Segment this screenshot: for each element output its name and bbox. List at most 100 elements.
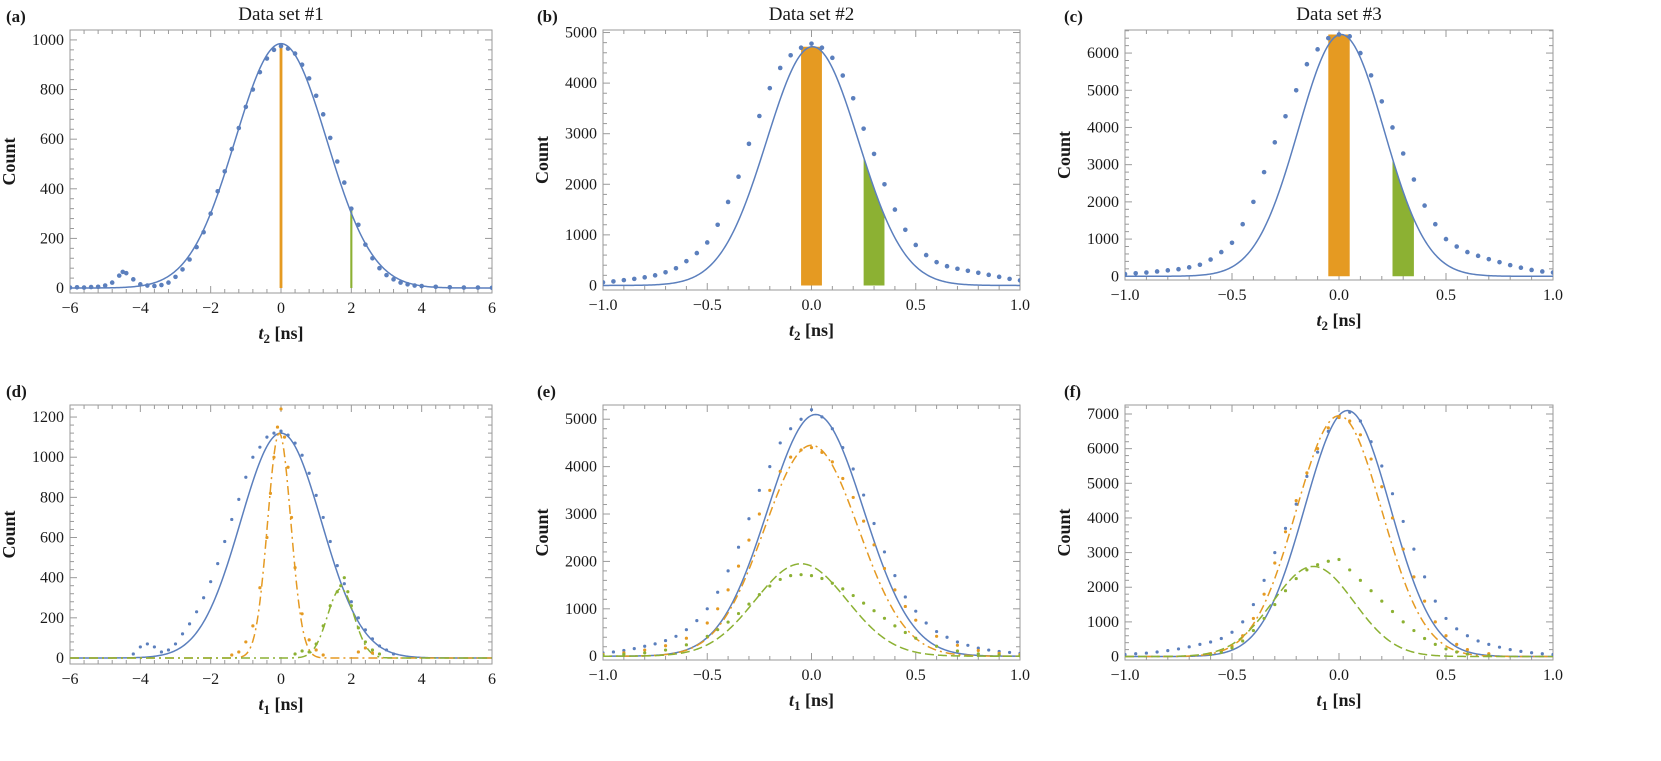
data-point-blue xyxy=(1166,649,1170,653)
data-point-blue xyxy=(412,283,417,288)
x-tick-label: 4 xyxy=(418,300,426,317)
panel-label: (c) xyxy=(1064,7,1083,26)
data-point-blue xyxy=(95,284,101,290)
data-point-blue xyxy=(1219,249,1224,255)
data-point-orange xyxy=(1358,433,1362,437)
data-point-green xyxy=(342,576,346,580)
data-point-blue xyxy=(237,497,241,501)
data-point-blue xyxy=(1251,199,1256,205)
data-point-blue xyxy=(1176,647,1181,651)
data-point-orange xyxy=(1465,648,1469,652)
data-point-orange xyxy=(293,566,297,570)
data-point-blue xyxy=(391,277,396,282)
data-point-blue xyxy=(307,471,311,475)
panel-label: (b) xyxy=(537,7,558,26)
data-point-orange xyxy=(747,538,751,542)
plot-area xyxy=(603,408,1020,658)
data-point-blue xyxy=(684,628,689,632)
data-point-blue xyxy=(349,206,354,211)
y-tick-label: 5000 xyxy=(565,25,597,42)
data-point-blue xyxy=(1412,547,1416,551)
fit-curve-orange xyxy=(603,444,1020,657)
x-axis-subscript: 2 xyxy=(794,328,801,343)
data-point-green xyxy=(346,590,350,594)
data-point-green xyxy=(1465,652,1469,656)
x-axis-label: t1 [ns] xyxy=(789,690,834,713)
data-point-blue xyxy=(924,621,928,625)
data-point-blue xyxy=(384,648,389,652)
data-point-blue xyxy=(1230,630,1234,634)
data-point-blue xyxy=(777,65,783,71)
y-tick-label: 600 xyxy=(40,530,64,547)
data-point-orange xyxy=(935,634,939,638)
data-point-blue xyxy=(1422,203,1427,208)
data-point-blue xyxy=(851,467,855,471)
panel-a: (a) Data set #1−6 −4 −2 0 2 4 60200400600800100… xyxy=(0,4,496,346)
data-point-blue xyxy=(1486,256,1492,262)
x-tick-label: −1.0 xyxy=(588,297,617,314)
data-point-orange xyxy=(265,535,269,540)
data-point-orange xyxy=(914,618,918,622)
data-point-blue xyxy=(632,647,636,651)
data-point-orange xyxy=(799,448,803,452)
y-tick-label: 0 xyxy=(1111,268,1119,285)
x-axis-variable: t xyxy=(258,694,264,714)
data-point-orange xyxy=(363,646,367,650)
data-point-blue xyxy=(356,222,361,228)
data-point-orange xyxy=(1251,616,1255,621)
data-point-orange xyxy=(684,636,689,640)
data-point-blue xyxy=(622,648,626,653)
data-point-orange xyxy=(643,648,647,652)
data-point-blue xyxy=(955,640,960,644)
data-point-blue xyxy=(1186,265,1192,270)
data-point-blue xyxy=(923,252,929,258)
data-point-green xyxy=(1487,653,1491,658)
data-point-blue xyxy=(70,285,73,290)
data-point-blue xyxy=(342,180,347,185)
data-point-orange xyxy=(705,621,709,625)
data-point-blue xyxy=(767,85,773,91)
data-point-blue xyxy=(1283,526,1288,530)
data-point-orange xyxy=(286,465,290,469)
y-tick-label: 5000 xyxy=(1087,475,1119,492)
data-point-blue xyxy=(159,650,164,654)
x-tick-label: 0.5 xyxy=(906,667,926,684)
data-point-blue xyxy=(1423,575,1427,579)
data-point-blue xyxy=(1007,650,1012,655)
data-point-orange xyxy=(282,435,287,439)
data-point-green xyxy=(1380,599,1384,603)
y-tick-label: 1200 xyxy=(32,409,64,426)
data-point-green xyxy=(976,652,980,656)
data-point-blue xyxy=(1519,649,1523,653)
data-point-blue xyxy=(862,493,866,497)
data-point-blue xyxy=(1530,651,1534,655)
data-point-orange xyxy=(1283,530,1288,534)
data-point-blue xyxy=(663,269,668,275)
data-point-green xyxy=(622,652,626,656)
x-tick-label: 2 xyxy=(347,300,355,317)
data-point-blue xyxy=(1293,87,1299,93)
x-axis-label: t2 [ns] xyxy=(789,320,834,343)
data-point-blue xyxy=(1401,519,1405,524)
plot-frame xyxy=(602,404,1021,661)
data-point-green xyxy=(820,576,824,581)
data-point-blue xyxy=(1465,249,1470,255)
data-point-orange xyxy=(1337,415,1341,420)
y-tick-label: 1000 xyxy=(32,32,64,49)
data-point-blue xyxy=(313,93,319,99)
x-axis-label: t2 [ns] xyxy=(1316,310,1361,333)
panel-title: Data set #1 xyxy=(238,4,323,25)
data-point-green xyxy=(862,601,866,605)
data-point-orange xyxy=(230,653,234,657)
data-point-blue xyxy=(356,616,360,620)
plot-area xyxy=(1125,409,1553,658)
y-axis-label: Count xyxy=(0,510,19,558)
panel-label: (d) xyxy=(6,382,27,401)
data-point-blue xyxy=(621,277,627,283)
x-tick-label: 0.0 xyxy=(802,667,822,684)
data-point-blue xyxy=(306,76,312,81)
data-point-blue xyxy=(300,453,304,457)
data-point-blue xyxy=(461,285,467,290)
data-point-blue xyxy=(799,417,803,421)
data-point-blue xyxy=(123,270,129,276)
